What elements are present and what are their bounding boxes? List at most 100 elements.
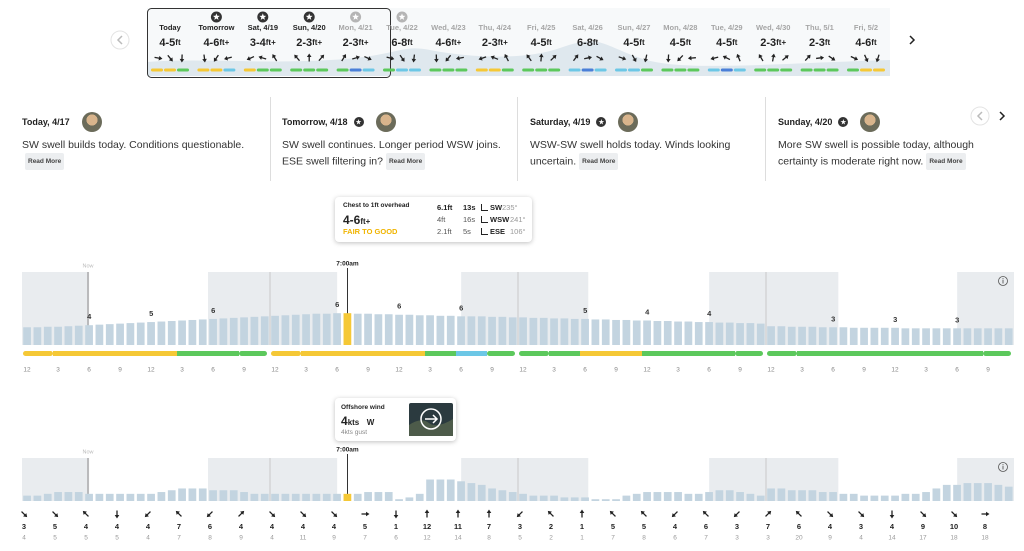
direction-arrow bbox=[920, 511, 927, 518]
wind-bar bbox=[601, 499, 610, 501]
arrow-head bbox=[632, 57, 637, 62]
star-icon bbox=[398, 13, 406, 20]
wind-speed-label: 4 bbox=[239, 522, 244, 531]
nav-button[interactable] bbox=[110, 30, 130, 50]
report-body: SW swell continues. Longer period WSW jo… bbox=[282, 139, 501, 168]
wind-gust-label: 8 bbox=[487, 535, 491, 542]
hour-label: 12 bbox=[891, 367, 899, 374]
arrow-head bbox=[306, 53, 312, 57]
arrow-head bbox=[114, 515, 120, 519]
day-height: 2-3ft+ bbox=[296, 37, 322, 49]
info-dot bbox=[1002, 278, 1004, 280]
swell-period: 5s bbox=[463, 227, 471, 236]
wind-bar bbox=[477, 484, 486, 501]
arrow-shaft bbox=[850, 55, 856, 60]
direction-arrow bbox=[364, 55, 372, 61]
arrow-shaft bbox=[399, 54, 404, 60]
day-rating bbox=[581, 68, 594, 72]
nav-button[interactable] bbox=[993, 107, 1011, 125]
now-label: Now bbox=[82, 263, 93, 269]
day-height-unit: ft+ bbox=[219, 38, 229, 47]
surf-peak-label: 5 bbox=[149, 309, 153, 318]
condition-segment bbox=[952, 351, 983, 356]
read-more[interactable]: Read More bbox=[385, 153, 426, 170]
hour-label: 9 bbox=[490, 367, 494, 374]
report-title: Tomorrow, 4/18 bbox=[282, 117, 348, 127]
arrow-head bbox=[516, 513, 521, 518]
arrow-head bbox=[702, 510, 707, 515]
wind-gust-label: 6 bbox=[673, 535, 677, 542]
surf-bar bbox=[167, 321, 176, 345]
direction-arrow bbox=[771, 53, 776, 62]
wind-speed-label: 1 bbox=[580, 522, 584, 531]
day-height: 6-8ft bbox=[577, 37, 599, 49]
nav-button[interactable] bbox=[970, 106, 990, 126]
arrow-head bbox=[784, 55, 789, 60]
wind-bar bbox=[839, 493, 848, 501]
direction-arrow bbox=[455, 509, 461, 518]
wind-bar bbox=[973, 483, 982, 501]
wind-bar bbox=[705, 492, 713, 501]
arrow-shaft bbox=[52, 511, 57, 516]
direction-arrow bbox=[82, 510, 89, 517]
surf-caption: Chest to 1ft overhead bbox=[343, 202, 410, 209]
arrow-shaft bbox=[318, 56, 323, 62]
surf-bar bbox=[798, 326, 806, 345]
wind-bar bbox=[302, 493, 310, 501]
direction-arrow bbox=[175, 510, 182, 517]
read-more[interactable]: Read More bbox=[25, 153, 65, 170]
surf-bar bbox=[436, 315, 445, 345]
surf-tooltip: Chest to 1ft overhead 4-6ft+ FAIR TO GOO… bbox=[335, 197, 532, 242]
day-rating bbox=[860, 68, 872, 72]
surf-bar bbox=[95, 324, 104, 345]
direction-arrow bbox=[710, 56, 719, 61]
swell-period: 13s bbox=[463, 203, 476, 212]
surf-bar bbox=[674, 321, 682, 345]
wind-bar bbox=[126, 493, 135, 501]
surf-bar bbox=[85, 325, 93, 345]
surf-bar bbox=[550, 318, 558, 345]
wind-gust-label: 3 bbox=[766, 535, 770, 542]
surf-bar bbox=[849, 327, 858, 345]
wind-bar bbox=[74, 492, 83, 501]
wind-bar bbox=[736, 492, 744, 501]
selected-time: 7:00am bbox=[336, 447, 359, 454]
forecaster-avatar bbox=[618, 112, 639, 132]
wind-gust-label: 7 bbox=[611, 535, 615, 542]
nav-button[interactable] bbox=[903, 31, 921, 49]
surf-bar bbox=[1004, 328, 1013, 345]
surf-bar bbox=[446, 315, 455, 345]
condition-segment bbox=[767, 351, 797, 356]
report-star bbox=[838, 117, 849, 127]
condition-segment bbox=[301, 351, 332, 356]
arrow-head bbox=[320, 54, 325, 59]
wind-gust-label: 4 bbox=[146, 535, 150, 542]
wind-bar bbox=[436, 479, 445, 501]
wind-bar bbox=[725, 490, 734, 501]
swell-height: 4ft bbox=[437, 215, 446, 224]
surf-bar bbox=[498, 316, 507, 345]
map-land bbox=[409, 419, 453, 436]
arrow-shaft bbox=[618, 56, 624, 60]
arrow-shaft bbox=[642, 512, 647, 517]
report-star bbox=[596, 117, 607, 127]
condition-segment bbox=[859, 351, 890, 356]
arrow-shaft bbox=[782, 56, 787, 61]
arrow-shaft bbox=[797, 512, 802, 517]
day-height-unit: ft bbox=[175, 38, 181, 47]
day-height: 4-5ft bbox=[623, 37, 645, 49]
day-rating bbox=[210, 68, 223, 72]
read-more[interactable]: Read More bbox=[579, 153, 619, 170]
arrow-head bbox=[795, 510, 800, 515]
arrow-head bbox=[82, 510, 87, 515]
wind-gust-label: 20 bbox=[795, 535, 803, 542]
wind-speed-label: 5 bbox=[642, 522, 646, 531]
surf-bar bbox=[384, 314, 393, 345]
surf-peak-label: 3 bbox=[955, 315, 959, 324]
info-button[interactable] bbox=[998, 276, 1008, 286]
surf-bar bbox=[333, 313, 341, 345]
info-button[interactable] bbox=[998, 462, 1008, 472]
day-rating bbox=[628, 68, 640, 72]
read-more[interactable]: Read More bbox=[926, 153, 966, 170]
wind-bar bbox=[901, 493, 910, 501]
